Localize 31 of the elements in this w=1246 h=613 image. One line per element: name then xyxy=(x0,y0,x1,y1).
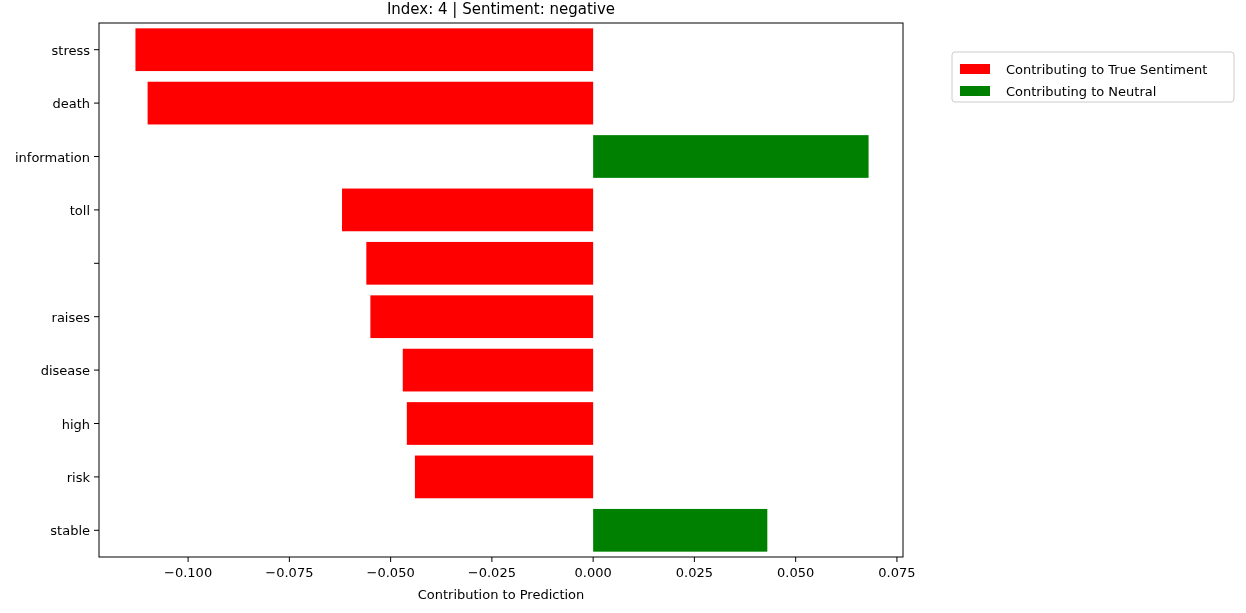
bar xyxy=(593,508,768,552)
bar xyxy=(342,188,594,232)
y-tick-label: risk xyxy=(66,469,91,485)
y-tick-label: raises xyxy=(51,309,91,325)
y-tick-label: toll xyxy=(69,202,90,218)
bar xyxy=(406,402,594,445)
bar xyxy=(135,28,594,72)
y-tick-label: stress xyxy=(51,42,91,58)
bar xyxy=(414,455,594,499)
x-tick-label: −0.075 xyxy=(265,565,314,580)
y-tick-label: disease xyxy=(40,363,90,379)
legend-label: Contributing to True Sentiment xyxy=(1006,62,1208,77)
bar xyxy=(366,241,594,285)
legend-label: Contributing to Neutral xyxy=(1006,84,1157,99)
y-tick-label: information xyxy=(14,149,90,165)
y-tick-label: high xyxy=(61,416,90,432)
bar xyxy=(593,135,869,178)
bar xyxy=(370,295,594,339)
bar xyxy=(147,81,594,125)
x-tick-label: 0.025 xyxy=(675,565,714,580)
x-tick-label: −0.100 xyxy=(164,565,213,580)
x-tick-label: −0.050 xyxy=(366,565,415,580)
x-tick-label: −0.025 xyxy=(467,565,516,580)
bar xyxy=(402,348,594,392)
y-tick-label: death xyxy=(52,96,90,112)
x-axis-title: Contribution to Prediction xyxy=(417,587,585,602)
x-tick-label: 0.050 xyxy=(777,565,815,580)
x-tick-label: 0.075 xyxy=(878,565,916,580)
x-tick-label: 0.000 xyxy=(574,565,612,580)
y-tick-label: stable xyxy=(50,523,90,539)
chart-title: Index: 4 | Sentiment: negative xyxy=(386,0,616,18)
